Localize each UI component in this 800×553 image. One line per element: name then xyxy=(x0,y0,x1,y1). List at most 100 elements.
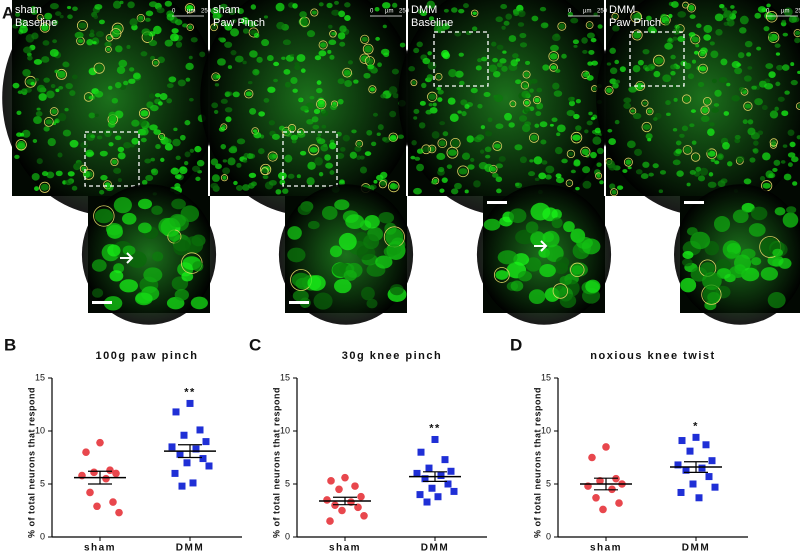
cell xyxy=(441,177,448,183)
cell xyxy=(411,140,417,146)
cell xyxy=(786,206,797,214)
scale-label: 250 xyxy=(597,9,608,15)
roi xyxy=(362,43,374,55)
roi xyxy=(93,62,105,74)
roi xyxy=(629,107,637,115)
roi xyxy=(329,30,337,38)
cell xyxy=(549,123,554,127)
cell xyxy=(316,80,322,85)
roi xyxy=(316,98,327,110)
cell xyxy=(668,37,673,42)
cell xyxy=(373,179,378,184)
cell xyxy=(170,33,179,42)
x-tick-label: sham xyxy=(84,543,116,553)
roi xyxy=(641,99,649,107)
cell xyxy=(343,269,357,281)
data-point xyxy=(360,512,368,520)
cell xyxy=(597,147,604,155)
cell xyxy=(625,159,632,165)
cell xyxy=(119,279,139,293)
cell xyxy=(300,68,306,73)
cell xyxy=(249,50,258,58)
cell xyxy=(309,95,315,100)
cell xyxy=(710,158,716,163)
cell xyxy=(566,109,575,117)
cell xyxy=(330,31,336,36)
cell xyxy=(686,182,691,187)
cell xyxy=(294,61,300,66)
cell xyxy=(647,109,653,114)
cell xyxy=(477,58,483,63)
cell xyxy=(131,119,140,127)
cell xyxy=(736,156,745,162)
cell xyxy=(517,22,525,27)
cell xyxy=(143,267,163,283)
cell xyxy=(561,53,567,59)
cell xyxy=(631,13,641,21)
cell xyxy=(188,55,193,60)
roi xyxy=(645,107,654,116)
cell xyxy=(47,137,56,147)
cell xyxy=(438,166,445,173)
cell xyxy=(96,135,103,140)
cell xyxy=(377,62,382,67)
image-label: Paw Pinch xyxy=(213,17,265,29)
cell xyxy=(325,162,333,169)
cell xyxy=(153,25,162,35)
cell xyxy=(46,171,55,179)
data-point xyxy=(172,408,180,416)
cell xyxy=(519,156,527,164)
cell xyxy=(309,146,318,153)
data-point xyxy=(421,475,429,483)
cell xyxy=(33,116,42,125)
cell xyxy=(249,108,257,115)
roi xyxy=(493,267,510,283)
cell xyxy=(503,20,510,26)
cell xyxy=(108,111,117,119)
cell xyxy=(594,127,602,134)
cell xyxy=(695,43,700,48)
cell xyxy=(648,172,654,177)
cell xyxy=(69,90,76,96)
cell xyxy=(606,62,612,66)
cell xyxy=(71,74,78,80)
cell xyxy=(263,15,269,19)
roi xyxy=(310,8,319,17)
cell xyxy=(333,278,352,294)
cell xyxy=(117,177,122,183)
cell xyxy=(86,39,94,46)
cell xyxy=(32,138,38,143)
cell xyxy=(111,159,118,165)
scale-label: µm xyxy=(583,9,591,15)
cell xyxy=(515,182,520,187)
cell xyxy=(317,133,322,137)
cell xyxy=(88,95,94,100)
roi xyxy=(529,132,540,143)
data-point xyxy=(592,493,600,502)
cell xyxy=(525,221,539,234)
roi xyxy=(437,138,448,149)
cell xyxy=(783,173,792,181)
data-point xyxy=(171,469,179,477)
cell xyxy=(584,129,589,134)
cell xyxy=(33,58,43,65)
x-tick-label: sham xyxy=(590,543,622,553)
cell xyxy=(436,152,446,160)
cell xyxy=(166,13,175,21)
cell xyxy=(455,70,464,78)
cell xyxy=(106,47,111,51)
data-point xyxy=(199,455,207,463)
cell xyxy=(790,79,798,86)
cell xyxy=(391,68,399,75)
cell xyxy=(682,251,694,259)
roi xyxy=(565,179,574,187)
data-point xyxy=(176,450,184,458)
cell xyxy=(514,144,523,151)
cell xyxy=(684,62,692,70)
cell xyxy=(768,173,774,178)
cell xyxy=(230,28,240,37)
cell xyxy=(232,91,240,98)
cell xyxy=(215,163,222,170)
cell xyxy=(561,158,568,164)
cell xyxy=(703,24,713,33)
